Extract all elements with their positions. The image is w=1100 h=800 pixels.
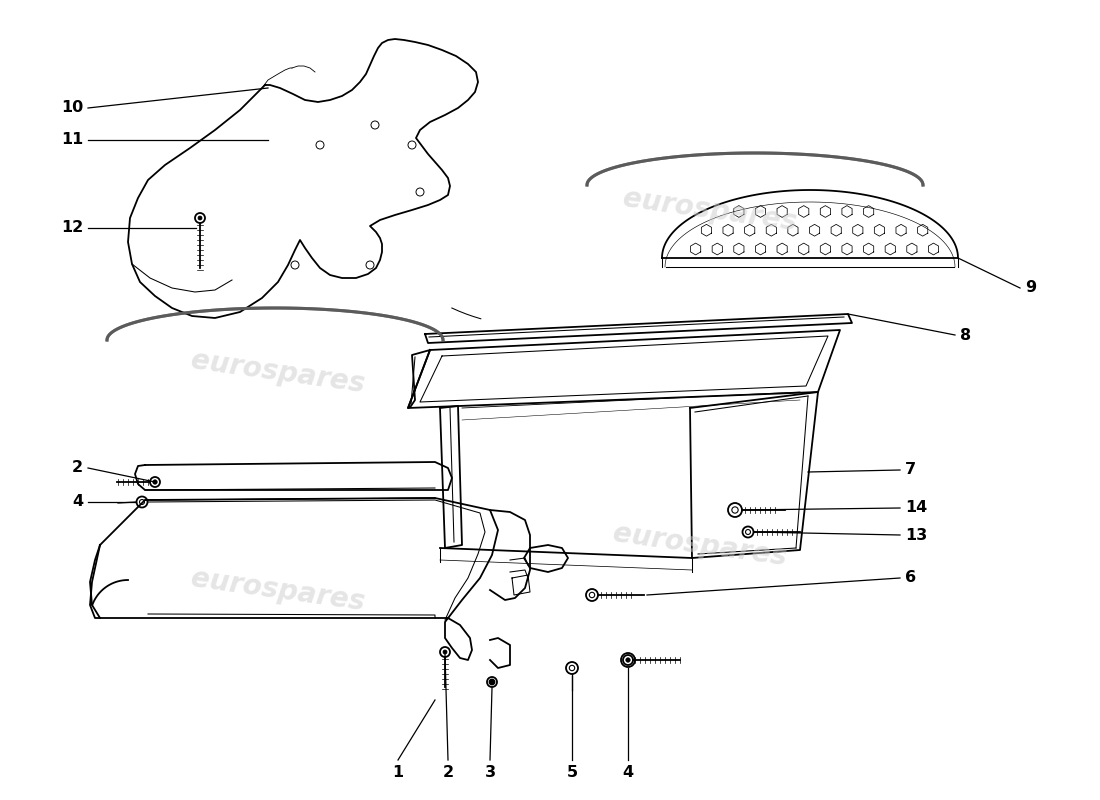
Text: 2: 2	[442, 765, 453, 780]
Circle shape	[153, 480, 157, 484]
Text: 10: 10	[60, 101, 82, 115]
Text: 11: 11	[60, 133, 82, 147]
Text: eurospares: eurospares	[612, 519, 789, 571]
Text: 9: 9	[1025, 281, 1036, 295]
Text: 5: 5	[566, 765, 578, 780]
Circle shape	[443, 650, 447, 654]
Text: 14: 14	[905, 501, 927, 515]
Text: 3: 3	[484, 765, 496, 780]
Circle shape	[626, 658, 630, 662]
Text: 8: 8	[960, 327, 971, 342]
Text: 2: 2	[72, 461, 82, 475]
Circle shape	[490, 679, 495, 685]
Text: eurospares: eurospares	[189, 564, 366, 616]
Text: 6: 6	[905, 570, 916, 586]
Text: 4: 4	[72, 494, 82, 510]
Text: eurospares: eurospares	[189, 346, 366, 398]
Text: 7: 7	[905, 462, 916, 478]
Text: 13: 13	[905, 527, 927, 542]
Text: eurospares: eurospares	[621, 184, 799, 236]
Circle shape	[198, 216, 202, 220]
Text: 12: 12	[60, 221, 82, 235]
Text: 1: 1	[393, 765, 404, 780]
Text: 4: 4	[623, 765, 634, 780]
